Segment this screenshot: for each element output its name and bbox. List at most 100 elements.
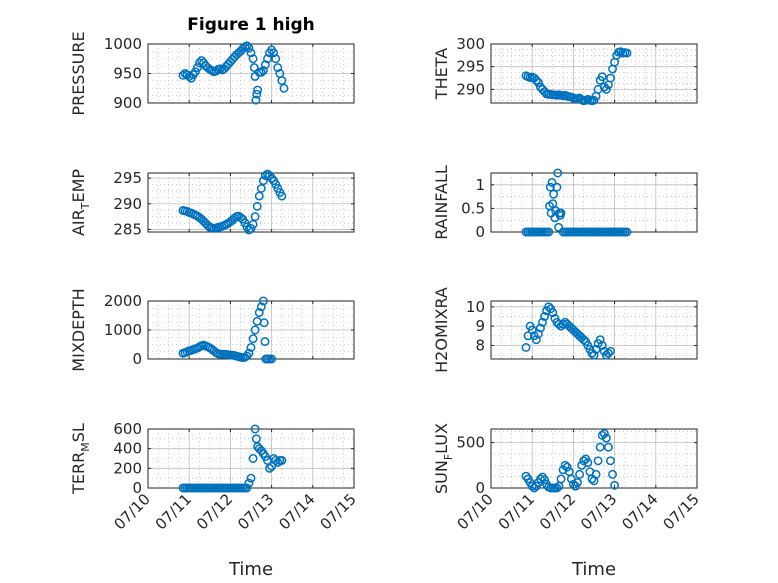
data-point — [549, 189, 559, 199]
data-point — [269, 48, 279, 58]
data-point — [256, 67, 266, 77]
data-point — [259, 318, 269, 328]
data-point — [603, 348, 613, 358]
axes-frame — [490, 428, 698, 489]
y-tick-label: 290 — [113, 195, 142, 213]
y-tick-label: 295 — [456, 58, 485, 76]
data-point — [267, 354, 277, 364]
data-point — [553, 168, 563, 178]
subplot-terr-msl: 0200400600TERRMSL07/1007/1107/1207/1307/… — [69, 420, 360, 533]
data-point — [244, 478, 254, 488]
data-point — [591, 469, 601, 479]
data-point — [544, 227, 554, 237]
subplot-rainfall: 0 0.5 1 RAINFALL — [432, 165, 698, 241]
data-point — [263, 54, 272, 64]
data-point — [244, 225, 254, 235]
data-point — [535, 474, 545, 484]
data-point — [538, 317, 547, 327]
x-tick-label: 07/13 — [234, 490, 277, 533]
data-point — [267, 461, 277, 471]
data-point — [254, 191, 264, 201]
y-axis-label: TERRMSL — [69, 423, 92, 495]
data-point — [248, 454, 258, 463]
y-tick-label: 1 — [475, 176, 485, 194]
data-point — [271, 54, 281, 64]
data-point — [560, 460, 570, 470]
data-point — [610, 480, 620, 490]
data-point — [568, 479, 578, 489]
data-point — [273, 457, 283, 467]
y-axis-label: AIRTEMP — [69, 169, 92, 236]
data-point — [606, 346, 615, 356]
data-point — [556, 208, 566, 218]
y-tick-label: 400 — [113, 440, 142, 458]
data-point — [562, 462, 572, 472]
data-point — [595, 442, 605, 452]
x-tick-label: 07/13 — [577, 490, 620, 533]
data-point — [242, 483, 252, 493]
data-point — [595, 335, 605, 345]
data-point — [552, 483, 562, 493]
data-point — [248, 54, 258, 64]
x-tick-label: 07/12 — [193, 490, 236, 533]
data-point — [601, 433, 611, 443]
data-point — [246, 473, 256, 483]
data-point — [249, 63, 259, 73]
data-point — [521, 342, 531, 352]
data-point — [622, 48, 632, 58]
figure-title: Figure 1 high — [187, 15, 315, 35]
y-tick-label: 900 — [113, 94, 142, 112]
data-point — [554, 222, 564, 232]
data-point — [246, 48, 256, 58]
data-point — [597, 72, 607, 82]
data-point — [256, 302, 266, 312]
data-point — [593, 456, 603, 466]
data-point — [591, 344, 601, 354]
data-point — [258, 296, 268, 306]
data-point — [583, 458, 593, 468]
x-tick-label: 07/15 — [660, 490, 703, 533]
data-point — [277, 191, 287, 201]
data-point — [244, 348, 254, 358]
y-tick-label: 10 — [466, 298, 485, 316]
data-point — [529, 483, 539, 493]
y-axis-label: SUNFLUX — [432, 423, 455, 494]
data-point — [540, 312, 550, 321]
data-point — [273, 63, 283, 73]
y-tick-label: 1000 — [104, 321, 142, 339]
y-tick-label: 0 — [132, 479, 142, 497]
data-point — [533, 78, 543, 88]
x-axis-label-left: Time — [228, 559, 273, 580]
data-point — [244, 43, 254, 53]
data-point — [184, 72, 194, 81]
data-point — [527, 325, 537, 335]
data-point — [606, 456, 615, 466]
y-axis-label: RAINFALL — [432, 165, 451, 240]
y-tick-label: 950 — [113, 65, 142, 83]
data-point — [544, 302, 554, 312]
data-point — [250, 424, 260, 434]
axes-frame — [490, 43, 698, 104]
x-tick-label: 07/11 — [152, 490, 195, 533]
data-point — [260, 60, 270, 70]
x-tick-label: 07/11 — [495, 490, 538, 533]
data-point — [579, 456, 589, 466]
data-point — [575, 469, 585, 479]
data-point — [279, 83, 289, 93]
data-point — [573, 478, 582, 488]
subplot-mixdepth: 0 1000 2000 MIXDEPTH — [69, 288, 355, 372]
data-point — [556, 474, 566, 484]
data-point — [260, 337, 270, 347]
data-point — [178, 70, 188, 80]
data-point — [265, 463, 274, 473]
x-tick-label: 07/12 — [536, 490, 579, 533]
y-axis-label: PRESSURE — [69, 31, 88, 115]
data-point — [250, 212, 260, 222]
y-tick-label: 9 — [475, 317, 485, 335]
data-point — [252, 316, 262, 326]
data-point — [250, 325, 260, 335]
data-point — [599, 429, 609, 438]
data-point — [258, 66, 268, 76]
data-point — [533, 329, 543, 339]
